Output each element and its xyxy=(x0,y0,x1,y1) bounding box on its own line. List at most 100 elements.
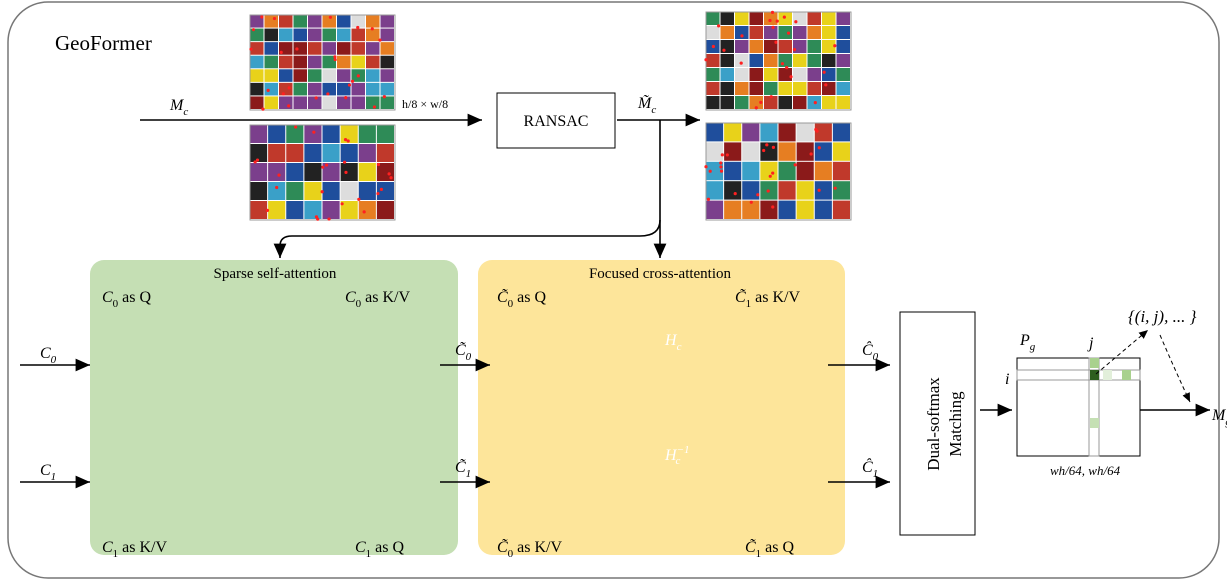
image-tile xyxy=(742,162,759,180)
keypoint xyxy=(776,20,779,23)
view-label: C1 as Q xyxy=(355,539,405,560)
image-tile xyxy=(250,201,267,219)
image-tile xyxy=(822,82,836,95)
image-tile xyxy=(837,82,851,95)
matrix-cell xyxy=(1090,358,1099,368)
keypoint xyxy=(356,26,359,29)
image-tile xyxy=(779,68,793,81)
image-tile xyxy=(250,96,264,109)
symbol: C̃ xyxy=(745,538,756,556)
keypoint xyxy=(383,95,386,98)
image-tile xyxy=(381,42,395,55)
image-tile xyxy=(742,181,759,199)
keypoint xyxy=(794,20,797,23)
image-tile xyxy=(377,182,394,200)
image-tile xyxy=(366,15,380,28)
keypoint xyxy=(722,49,725,52)
symbol: C xyxy=(40,345,51,362)
rest: as Q xyxy=(371,539,404,556)
image-tile xyxy=(793,82,807,95)
image-tile xyxy=(750,82,764,95)
keypoint xyxy=(266,209,269,212)
symbol: C xyxy=(40,462,51,479)
keypoint xyxy=(327,217,330,220)
keypoint xyxy=(315,96,318,99)
image-tile xyxy=(721,12,735,25)
subscript: 1 xyxy=(466,468,472,480)
output-label: M̃c xyxy=(637,94,656,116)
keypoint xyxy=(363,210,366,213)
subscript: 1 xyxy=(51,471,57,483)
rest: as K/V xyxy=(751,289,800,306)
keypoint xyxy=(261,108,264,111)
image-tile xyxy=(294,29,308,42)
image-tile xyxy=(706,123,723,141)
image-tile xyxy=(721,54,735,67)
keypoint xyxy=(282,92,285,95)
image-tile xyxy=(366,69,380,82)
image-tile xyxy=(352,29,366,42)
keypoint xyxy=(343,161,346,164)
image-tile xyxy=(366,96,380,109)
image-tile xyxy=(779,40,793,53)
rest: as Q xyxy=(761,539,794,556)
image-tile xyxy=(742,123,759,141)
keypoint xyxy=(704,58,707,61)
image-tile xyxy=(706,68,720,81)
image-tile xyxy=(833,181,850,199)
image-tile xyxy=(308,83,322,96)
image-tile xyxy=(304,163,321,181)
keypoint xyxy=(326,92,329,95)
image-tile xyxy=(265,69,279,82)
image-tile xyxy=(822,54,836,67)
keypoint xyxy=(774,41,777,44)
image-tile xyxy=(724,201,741,219)
image-tile xyxy=(706,181,723,199)
image-tile xyxy=(764,26,778,39)
image-tile xyxy=(750,26,764,39)
image-tile xyxy=(377,125,394,143)
keypoint xyxy=(755,106,758,109)
subscript: c xyxy=(677,341,682,353)
keypoint xyxy=(793,48,796,51)
image-tile xyxy=(706,26,720,39)
image-tile xyxy=(381,96,395,109)
image-tile xyxy=(833,142,850,160)
image-tile xyxy=(265,15,279,28)
image-tile xyxy=(294,56,308,69)
arrow xyxy=(280,220,660,258)
symbol: P xyxy=(1019,332,1030,349)
keypoint xyxy=(771,11,774,14)
image-tile xyxy=(837,96,851,109)
image-tile xyxy=(764,12,778,25)
image-tile xyxy=(359,144,376,162)
keypoint xyxy=(726,153,729,156)
image-tile xyxy=(721,68,735,81)
image xyxy=(250,125,395,221)
image-tile xyxy=(250,163,267,181)
view-label: C̃0 as K/V xyxy=(497,538,563,560)
keypoint xyxy=(267,89,270,92)
image-tile xyxy=(724,123,741,141)
image-tile xyxy=(793,68,807,81)
image-tile xyxy=(265,29,279,42)
image-tile xyxy=(250,83,264,96)
image-tile xyxy=(797,123,814,141)
image-tile xyxy=(724,142,741,160)
keypoint xyxy=(373,105,376,108)
image-tile xyxy=(822,68,836,81)
image-tile xyxy=(721,26,735,39)
keypoint xyxy=(814,101,817,104)
image-tile xyxy=(815,162,832,180)
keypoint xyxy=(316,217,319,220)
diagram: GeoFormer Mc h/8 × w/8 RANSAC M̃c Sparse… xyxy=(0,0,1227,584)
symbol: C̃ xyxy=(455,458,466,476)
scale-label: h/8 × w/8 xyxy=(402,97,448,111)
view-label: C̃1 as Q xyxy=(745,538,795,560)
keypoint xyxy=(273,17,276,20)
keypoint xyxy=(721,153,724,156)
image-tile xyxy=(742,142,759,160)
image-tile xyxy=(337,96,351,109)
image-tile xyxy=(750,40,764,53)
image-tile xyxy=(341,144,358,162)
